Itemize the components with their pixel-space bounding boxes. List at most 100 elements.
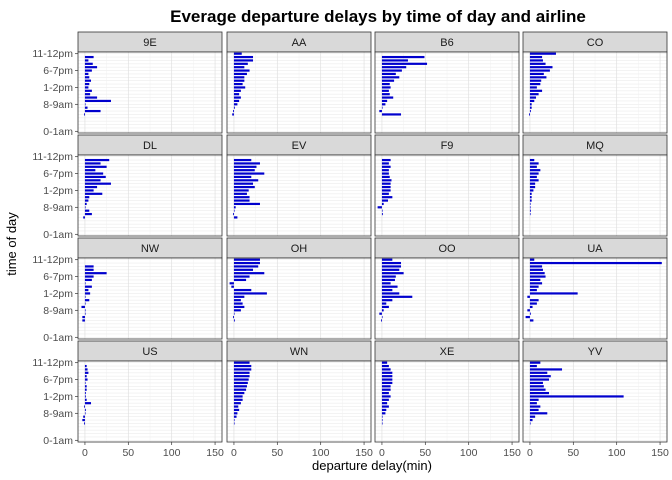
x-tick-label: 0 — [231, 447, 237, 459]
bar-6-7am — [529, 109, 531, 113]
bar-12-1pm — [529, 398, 539, 401]
bar-10-11am — [233, 405, 239, 408]
bar-12-1pm — [529, 192, 532, 195]
bar-12-1pm — [381, 398, 389, 401]
bar-12-1pm — [529, 89, 543, 92]
panel-border — [226, 257, 372, 340]
bar-12-1pm — [233, 192, 247, 195]
bar-6-7am — [84, 109, 101, 113]
panel-strip-label: YV — [588, 346, 603, 358]
panel-bars — [379, 258, 413, 322]
bar-12-1pm — [233, 295, 245, 298]
bar-5-6am — [381, 422, 383, 425]
bar-12-1pm — [381, 295, 413, 298]
bar-5-6am — [233, 319, 235, 322]
bar-6-7pm — [529, 69, 550, 72]
panel-oo: OO — [374, 237, 520, 340]
panel-strip-label: WN — [290, 346, 308, 358]
panel-border — [522, 51, 668, 134]
bar-9-10pm — [529, 59, 543, 62]
bar-6-7pm — [84, 378, 88, 381]
bar-9-10am — [233, 305, 245, 309]
bar-6-7pm — [529, 172, 539, 175]
panel-strip-label: EV — [292, 140, 307, 152]
panel-border — [226, 51, 372, 134]
x-tick-label: 0 — [527, 447, 533, 459]
bar-10-11am — [84, 302, 86, 305]
bar-6-7am — [233, 212, 234, 216]
bar-1-2pm — [381, 86, 391, 89]
y-tick-label: 11-12pm — [32, 151, 73, 163]
bar-7-8am — [529, 106, 532, 109]
x-tick-label: 0 — [82, 447, 88, 459]
bar-11-12am — [381, 402, 388, 405]
bar-6-7pm — [84, 275, 94, 278]
y-tick-label: 11-12pm — [32, 48, 73, 60]
bar-9-10am — [381, 99, 388, 103]
panel-strip-label: OO — [438, 243, 456, 255]
bar-7-8am — [84, 106, 88, 109]
x-tick-label: 100 — [312, 447, 330, 459]
panel-gridlines — [227, 361, 371, 442]
panel-border — [522, 360, 668, 443]
bar-3-4pm — [84, 182, 111, 185]
bar-6-7am — [379, 109, 382, 113]
bar-3-4pm — [381, 388, 391, 391]
bar-2-3pm — [84, 185, 98, 189]
bar-2-3pm — [529, 288, 537, 292]
bar-1-2pm — [233, 86, 246, 89]
bar-8-9pm — [381, 165, 391, 168]
bar-7-8pm — [233, 66, 245, 69]
bar-8-9pm — [84, 62, 93, 65]
bar-11-12am — [529, 93, 539, 96]
bar-7-8pm — [233, 272, 265, 275]
bar-10-11pm — [84, 55, 94, 59]
chart-title: Everage departure delays by time of day … — [170, 7, 586, 26]
bar-6-7am — [525, 315, 530, 319]
bar-2-3pm — [233, 82, 243, 86]
bar-11-12am — [381, 93, 390, 96]
bar-10-11pm — [233, 364, 252, 368]
panel-bars — [232, 52, 254, 116]
bar-11-12am — [233, 93, 240, 96]
y-axes: 0-1am 8-9am 1-2pm 6-7pm 11-12pm 0-1am 8-9am 1-2… — [32, 48, 78, 447]
bar-5-6pm — [529, 72, 544, 76]
y-tick-label: 0-1am — [43, 126, 73, 138]
bar-10-11pm — [84, 364, 87, 368]
bar-6-7am — [233, 315, 234, 319]
bar-8-9pm — [381, 371, 393, 374]
bar-9-10am — [381, 202, 384, 206]
x-tick-label: 50 — [567, 447, 579, 459]
bar-4-5pm — [233, 179, 259, 182]
x-axis-title: departure delay(min) — [312, 458, 432, 473]
bar-5-6pm — [84, 175, 106, 179]
y-tick-label: 1-2pm — [43, 82, 73, 94]
panel-gridlines — [78, 258, 222, 339]
panel-gridlines — [375, 52, 519, 133]
panel-strip-label: OH — [291, 243, 308, 255]
panel-gridlines — [227, 258, 371, 339]
bar-9-10am — [233, 99, 240, 103]
panel-gridlines — [78, 361, 222, 442]
bar-12-1pm — [381, 192, 389, 195]
bar-4-5pm — [84, 385, 87, 388]
bar-10-11am — [233, 302, 243, 305]
bar-7-8am — [381, 106, 383, 109]
bar-8-9am — [233, 103, 238, 106]
bar-9-10am — [381, 305, 389, 309]
y-tick-label: 6-7pm — [43, 65, 73, 77]
bar-9-10am — [381, 408, 387, 412]
bar-7-8pm — [529, 169, 541, 172]
bar-4-5pm — [381, 179, 392, 182]
bar-4-5pm — [381, 385, 391, 388]
bar-8-9am — [233, 206, 236, 209]
bar-9-10am — [233, 202, 260, 206]
bar-5-6pm — [233, 278, 247, 282]
panel-ua: UA — [522, 237, 668, 340]
y-tick-label: 0-1am — [43, 229, 73, 241]
bar-7-8pm — [84, 375, 87, 378]
bar-7-8am — [381, 209, 383, 212]
bar-10-11pm — [529, 55, 543, 59]
bar-6-7am — [529, 418, 533, 422]
